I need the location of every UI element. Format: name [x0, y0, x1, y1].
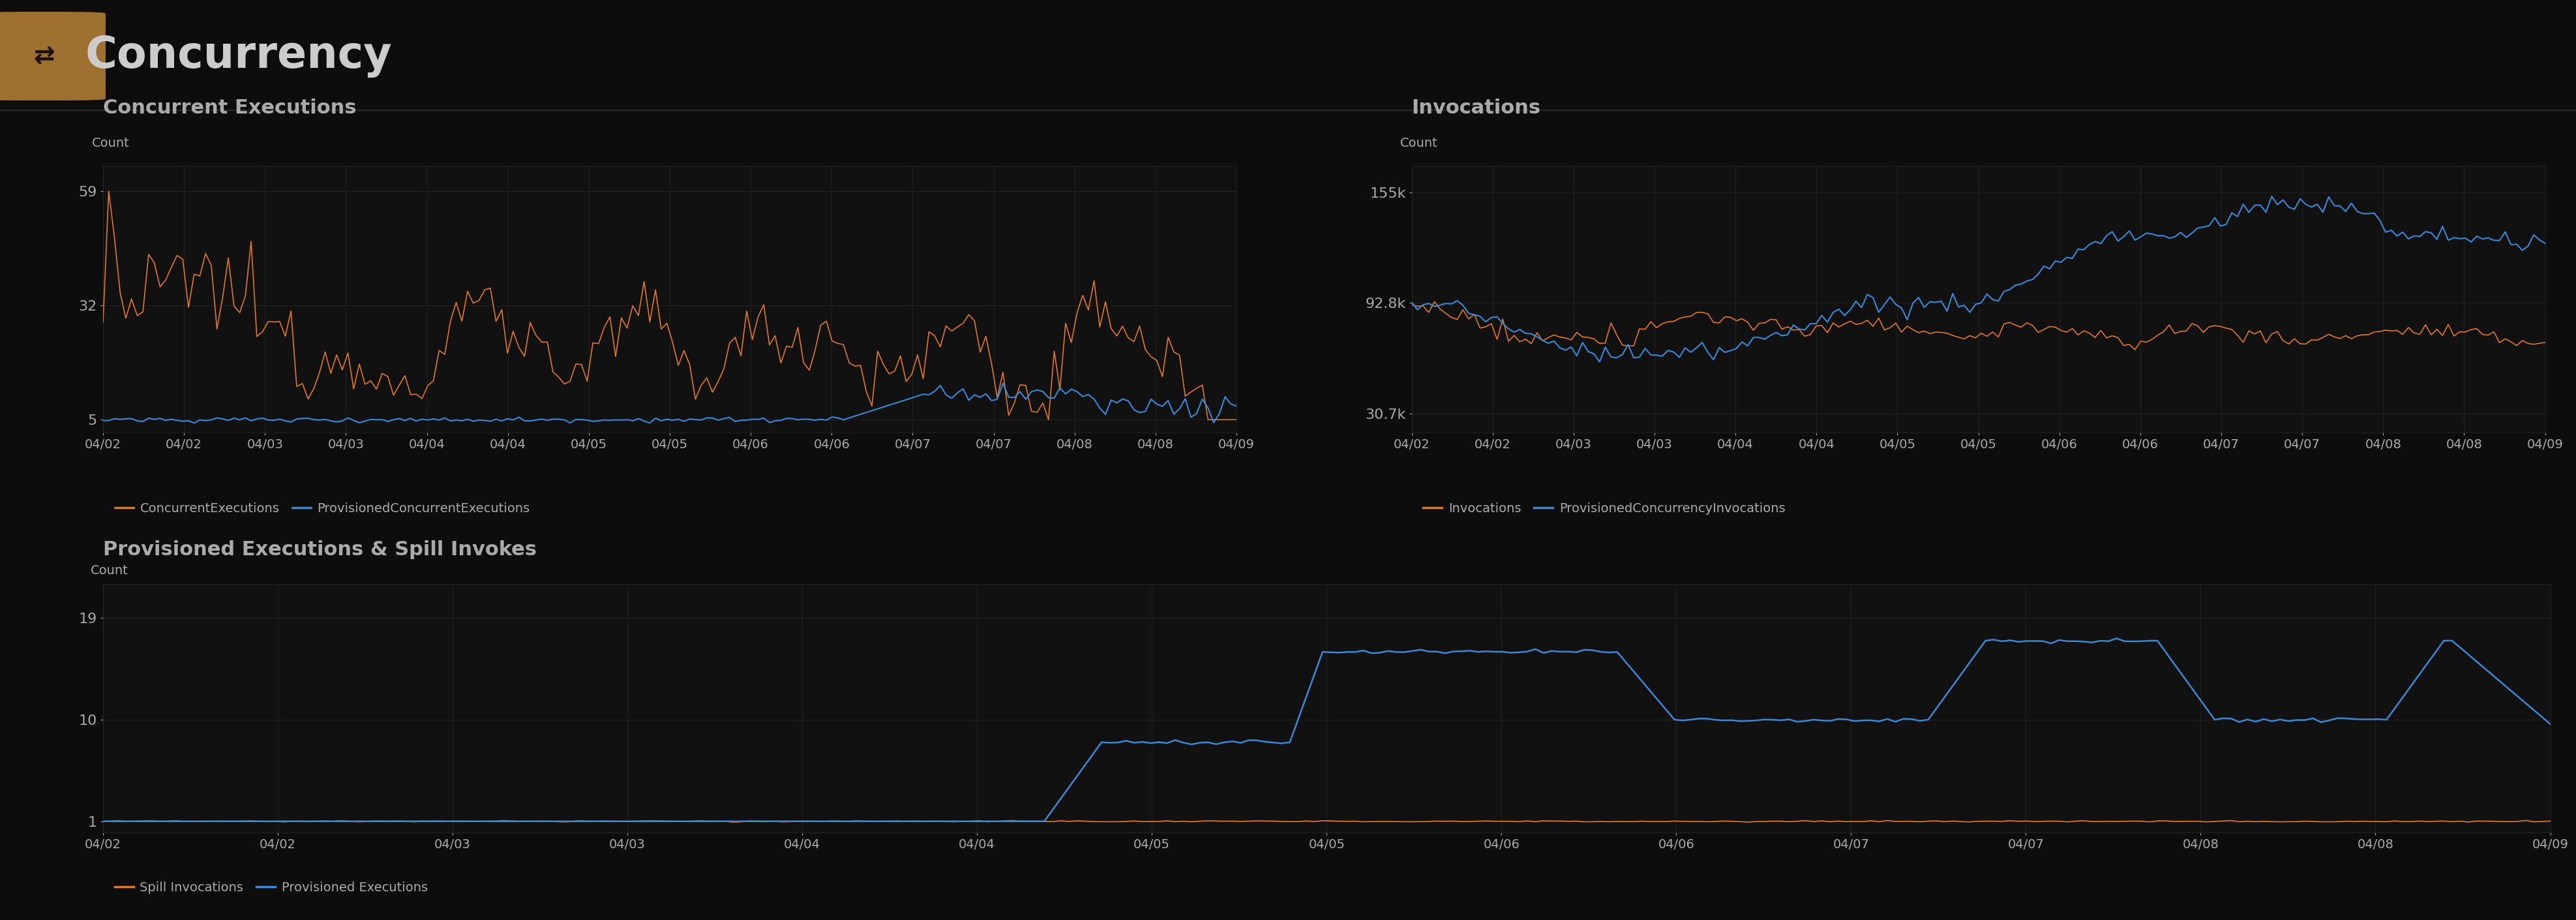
Text: Count: Count — [93, 137, 129, 150]
Text: Concurrent Executions: Concurrent Executions — [103, 98, 355, 118]
Text: Provisioned Executions & Spill Invokes: Provisioned Executions & Spill Invokes — [103, 540, 536, 559]
Text: Concurrency: Concurrency — [85, 35, 392, 77]
Text: Invocations: Invocations — [1412, 98, 1540, 118]
Text: ⇄: ⇄ — [33, 44, 54, 68]
Text: Count: Count — [90, 564, 129, 577]
FancyBboxPatch shape — [0, 12, 106, 100]
Legend: Spill Invocations, Provisioned Executions: Spill Invocations, Provisioned Execution… — [108, 876, 433, 899]
Text: Count: Count — [1401, 137, 1437, 150]
Legend: Invocations, ProvisionedConcurrencyInvocations: Invocations, ProvisionedConcurrencyInvoc… — [1417, 498, 1790, 520]
Legend: ConcurrentExecutions, ProvisionedConcurrentExecutions: ConcurrentExecutions, ProvisionedConcurr… — [108, 498, 536, 520]
